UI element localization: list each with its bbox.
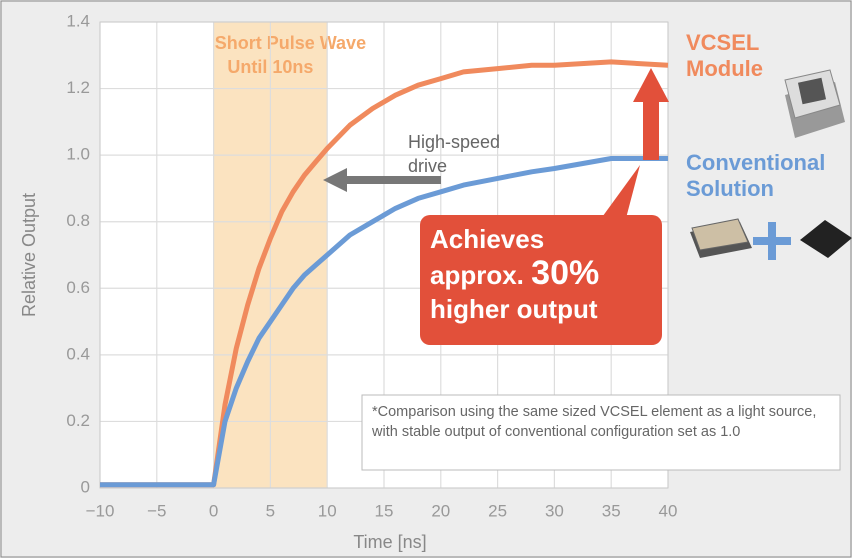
x-tick-label: 10 bbox=[318, 501, 337, 520]
x-tick-label: 5 bbox=[266, 501, 275, 520]
drive-label-line: High-speed bbox=[408, 130, 500, 154]
x-tick-label: −10 bbox=[86, 501, 115, 520]
callout-highlight: 30% bbox=[531, 254, 599, 292]
drive-label-line: drive bbox=[408, 154, 500, 178]
chart: Short Pulse WaveUntil 10ns00.20.40.60.81… bbox=[0, 0, 852, 558]
callout-line: higher output bbox=[430, 292, 660, 326]
x-tick-label: 35 bbox=[602, 501, 621, 520]
y-tick-label: 0.6 bbox=[66, 278, 90, 297]
x-tick-label: 20 bbox=[431, 501, 450, 520]
footnote: *Comparison using the same sized VCSEL e… bbox=[372, 402, 832, 442]
highlight-label: Short Pulse Wave bbox=[215, 33, 366, 53]
y-tick-label: 0.8 bbox=[66, 211, 90, 230]
x-tick-label: 25 bbox=[488, 501, 507, 520]
legend-label: VCSEL Module bbox=[686, 30, 776, 82]
callout-line: approx. 30% bbox=[430, 256, 660, 292]
y-tick-label: 0.2 bbox=[66, 411, 90, 430]
drive-label: High-speed drive bbox=[408, 130, 500, 178]
y-tick-label: 0 bbox=[81, 477, 90, 496]
y-tick-label: 1.0 bbox=[66, 145, 90, 164]
page: Short Pulse WaveUntil 10ns00.20.40.60.81… bbox=[0, 0, 852, 558]
y-tick-label: 0.4 bbox=[66, 344, 90, 363]
callout: Achieves approx. 30% higher output bbox=[430, 222, 660, 326]
x-tick-label: 30 bbox=[545, 501, 564, 520]
x-axis-label: Time [ns] bbox=[353, 532, 426, 552]
callout-line: Achieves bbox=[430, 222, 660, 256]
y-axis-label: Relative Output bbox=[19, 193, 39, 317]
x-tick-label: 40 bbox=[659, 501, 678, 520]
y-tick-label: 1.4 bbox=[66, 11, 90, 30]
y-tick-label: 1.2 bbox=[66, 78, 90, 97]
arrow bbox=[643, 100, 659, 160]
callout-text: approx. bbox=[430, 260, 524, 290]
conventional-icons bbox=[690, 219, 852, 260]
x-tick-label: 15 bbox=[375, 501, 394, 520]
x-tick-label: −5 bbox=[147, 501, 166, 520]
x-tick-label: 0 bbox=[209, 501, 218, 520]
legend-label: Conventional Solution bbox=[686, 150, 846, 202]
